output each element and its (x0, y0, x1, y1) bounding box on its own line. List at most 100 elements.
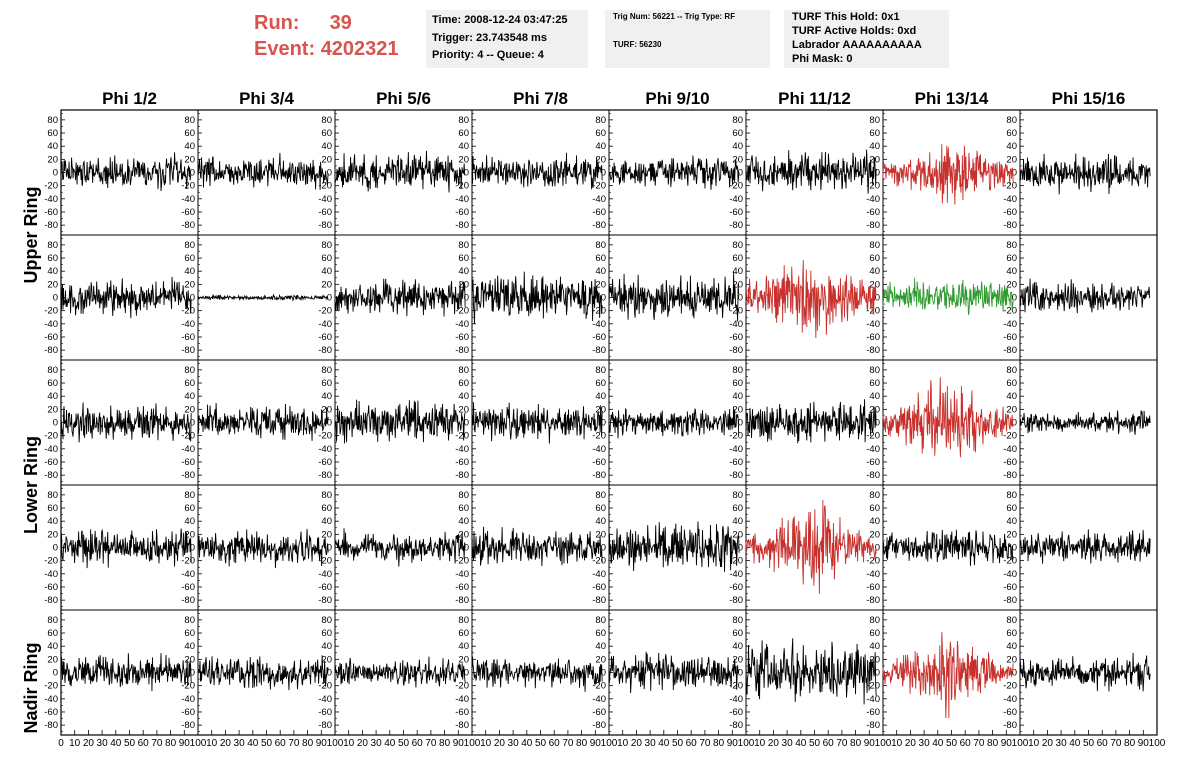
y-tick-label: 20 (869, 279, 880, 290)
x-tick-label: 90 (316, 738, 328, 749)
y-tick-label: 60 (184, 128, 195, 139)
y-tick-label: 20 (184, 529, 195, 540)
x-tick-label: 20 (631, 738, 643, 749)
waveform-trace (745, 260, 877, 339)
y-tick-label: 80 (595, 240, 606, 251)
waveform-trace (60, 402, 192, 443)
y-tick-label: -60 (318, 332, 332, 343)
y-tick-label: -20 (1003, 431, 1017, 442)
waveform-trace (197, 152, 329, 190)
y-tick-label: 80 (869, 240, 880, 251)
x-tick-label: 10 (480, 738, 492, 749)
y-axis: 80 60 40 20 0 -20 -40 -60 -80 (455, 612, 476, 733)
time-info-box: Time: 2008-12-24 03:47:25 Trigger: 23.74… (426, 10, 588, 68)
y-tick-label: -80 (592, 470, 606, 481)
x-tick-label: 20 (1042, 738, 1054, 749)
y-tick-label: 0 (601, 668, 606, 679)
x-axis: 0 10 20 30 40 50 60 70 80 90 100 (58, 730, 207, 749)
y-tick-label: 40 (184, 641, 195, 652)
y-tick-label: -20 (181, 681, 195, 692)
y-tick-label: 60 (184, 628, 195, 639)
y-tick-label: 0 (601, 418, 606, 429)
y-tick-label: -60 (181, 332, 195, 343)
y-tick-label: 80 (47, 365, 58, 376)
y-tick-label: -20 (592, 681, 606, 692)
row-label: Upper Ring (21, 187, 41, 284)
x-axis: 10 20 30 40 50 60 70 80 90 100 (334, 730, 481, 749)
waveform-trace (197, 403, 329, 441)
y-tick-label: 0 (738, 668, 743, 679)
y-tick-label: 80 (184, 615, 195, 626)
y-tick-label: 60 (869, 628, 880, 639)
x-tick-label: 80 (850, 738, 862, 749)
x-tick-label: 30 (508, 738, 520, 749)
waveform-trace (608, 521, 740, 572)
x-tick-label: 50 (124, 738, 136, 749)
x-tick-label: 70 (562, 738, 574, 749)
x-axis: 10 20 30 40 50 60 70 80 90 100 (1019, 730, 1166, 749)
y-tick-label: -80 (181, 345, 195, 356)
y-tick-label: -80 (866, 345, 880, 356)
y-tick-label: 60 (321, 503, 332, 514)
x-tick-label: 90 (179, 738, 191, 749)
y-tick-label: 40 (869, 391, 880, 402)
y-tick-label: 40 (595, 641, 606, 652)
waveform-trace (60, 528, 192, 569)
y-tick-label: -20 (1003, 681, 1017, 692)
y-tick-label: 80 (184, 365, 195, 376)
y-tick-label: -40 (318, 194, 332, 205)
x-tick-label: 50 (261, 738, 273, 749)
y-tick-label: 60 (184, 253, 195, 264)
y-tick-label: 40 (869, 266, 880, 277)
y-tick-label: 0 (327, 668, 332, 679)
y-tick-label: -40 (181, 444, 195, 455)
x-tick-label: 100 (1149, 738, 1166, 749)
y-tick-label: -60 (181, 707, 195, 718)
y-tick-label: -60 (729, 207, 743, 218)
x-tick-label: 60 (549, 738, 561, 749)
y-tick-label: 20 (47, 279, 58, 290)
y-tick-label: -60 (318, 457, 332, 468)
x-tick-label: 60 (960, 738, 972, 749)
y-tick-label: 80 (458, 615, 469, 626)
y-tick-label: 60 (458, 628, 469, 639)
y-tick-label: -40 (44, 444, 58, 455)
x-axis: 10 20 30 40 50 60 70 80 90 100 (197, 730, 344, 749)
y-tick-label: -60 (455, 707, 469, 718)
y-tick-label: -60 (866, 582, 880, 593)
y-tick-label: 80 (732, 365, 743, 376)
y-tick-label: 40 (595, 141, 606, 152)
y-tick-label: 0 (464, 168, 469, 179)
y-tick-label: 20 (321, 529, 332, 540)
column-header: Phi 9/10 (645, 89, 709, 108)
y-tick-label: -60 (318, 707, 332, 718)
y-tick-label: 40 (321, 641, 332, 652)
y-tick-label: 20 (321, 279, 332, 290)
waveform-trace (471, 656, 603, 692)
y-tick-label: -80 (592, 220, 606, 231)
x-tick-label: 60 (138, 738, 150, 749)
run-event-block: Run: 39 Event: 4202321 (254, 10, 399, 62)
y-tick-label: 20 (595, 154, 606, 165)
y-tick-label: -20 (455, 306, 469, 317)
x-tick-label: 10 (343, 738, 355, 749)
turf-line: TURF: 56230 (613, 40, 662, 49)
y-tick-label: -60 (181, 582, 195, 593)
y-tick-label: 0 (327, 543, 332, 554)
y-tick-label: 80 (458, 490, 469, 501)
y-tick-label: -80 (729, 470, 743, 481)
x-tick-label: 50 (398, 738, 410, 749)
x-tick-label: 30 (782, 738, 794, 749)
y-tick-label: -20 (181, 306, 195, 317)
y-tick-label: 40 (47, 516, 58, 527)
y-tick-label: 40 (1006, 641, 1017, 652)
y-tick-label: 60 (458, 378, 469, 389)
y-tick-label: 0 (53, 668, 58, 679)
y-tick-label: -20 (455, 181, 469, 192)
y-tick-label: -40 (866, 194, 880, 205)
y-tick-label: 40 (732, 641, 743, 652)
x-tick-label: 80 (165, 738, 177, 749)
y-tick-label: 80 (47, 615, 58, 626)
waveform-trace (882, 277, 1014, 316)
y-tick-label: -60 (592, 457, 606, 468)
